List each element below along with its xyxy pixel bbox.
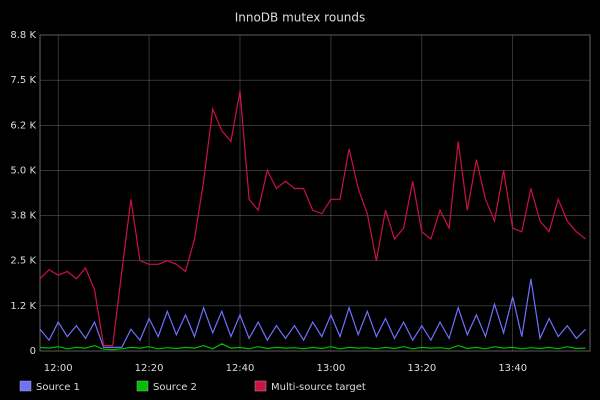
series-line bbox=[39, 278, 586, 348]
legend-swatch bbox=[19, 380, 32, 392]
y-tick-label: 1.2 K bbox=[10, 301, 36, 312]
legend-swatch bbox=[254, 380, 267, 392]
x-tick-label: 13:00 bbox=[316, 363, 345, 374]
x-tick-label: 12:40 bbox=[226, 363, 255, 374]
x-tick-label: 12:00 bbox=[44, 363, 73, 374]
legend-label: Source 1 bbox=[36, 382, 80, 393]
legend-label: Multi-source target bbox=[271, 382, 366, 393]
plot-area bbox=[39, 34, 591, 352]
y-tick-label: 3.8 K bbox=[10, 211, 36, 222]
legend-swatch bbox=[136, 380, 149, 392]
legend-label: Source 2 bbox=[153, 382, 197, 393]
y-tick-label: 6.2 K bbox=[10, 120, 36, 131]
series-line bbox=[39, 343, 586, 351]
series-line bbox=[39, 90, 586, 347]
x-tick-label: 12:20 bbox=[135, 363, 164, 374]
y-tick-label: 5.0 K bbox=[10, 165, 36, 176]
x-tick-label: 13:40 bbox=[498, 363, 527, 374]
y-tick-label: 2.5 K bbox=[10, 256, 36, 267]
y-tick-label: 0 bbox=[30, 346, 36, 357]
y-tick-label: 8.8 K bbox=[10, 30, 36, 41]
chart-title: InnoDB mutex rounds bbox=[235, 11, 366, 25]
x-tick-label: 13:20 bbox=[407, 363, 436, 374]
y-tick-label: 7.5 K bbox=[10, 75, 36, 86]
